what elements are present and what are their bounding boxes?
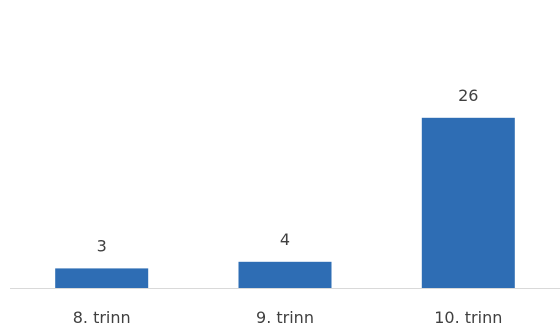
bar-1 bbox=[55, 268, 149, 288]
data-label-3: 26 bbox=[458, 86, 478, 105]
data-label-2: 4 bbox=[280, 230, 290, 249]
category-label-3: 10. trinn bbox=[434, 308, 502, 327]
bar-3 bbox=[421, 117, 515, 288]
category-label-1: 8. trinn bbox=[73, 308, 131, 327]
bar-2 bbox=[238, 261, 332, 288]
bars-group bbox=[55, 117, 515, 288]
labels-group: 3 8. trinn 4 9. trinn 26 10. trinn bbox=[73, 86, 503, 327]
data-label-1: 3 bbox=[97, 236, 107, 255]
category-label-2: 9. trinn bbox=[256, 308, 314, 327]
